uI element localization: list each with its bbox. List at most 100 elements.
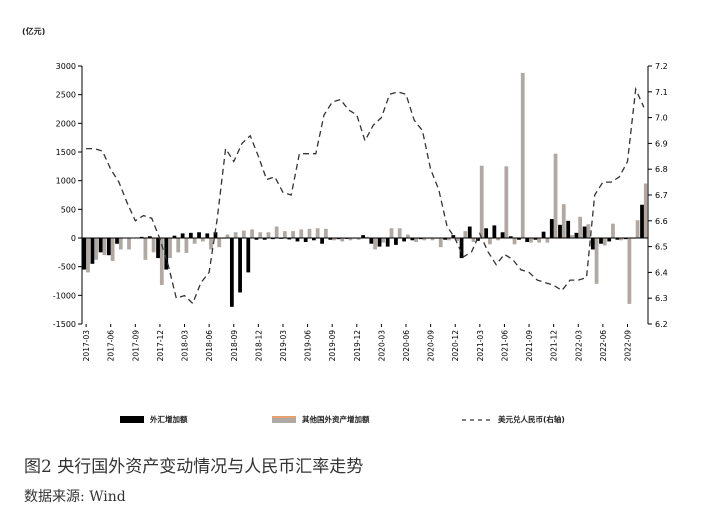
right-tick-label: 7.2 xyxy=(655,62,668,71)
bar-fx xyxy=(484,228,489,238)
bar-other-assets xyxy=(488,238,492,245)
legend-swatch-rate xyxy=(462,418,492,421)
bar-other-assets xyxy=(447,238,451,241)
bar-fx xyxy=(180,233,185,238)
left-tick-label: -500 xyxy=(58,263,76,272)
right-tick-label: 6.5 xyxy=(655,243,668,252)
bar-other-assets xyxy=(619,238,624,241)
x-tick-label: 2019-03 xyxy=(279,330,288,362)
bar-other-assets xyxy=(323,228,328,238)
bar-other-assets xyxy=(397,228,402,238)
left-tick-label: 3000 xyxy=(56,62,76,71)
left-tick-label: 2500 xyxy=(56,91,76,100)
bar-fx xyxy=(451,235,456,238)
right-tick-label: 6.7 xyxy=(655,191,668,200)
bar-other-assets xyxy=(414,238,418,243)
right-tick-label: 6.9 xyxy=(655,139,668,148)
bar-fx xyxy=(90,238,95,264)
bar-fx xyxy=(246,238,251,273)
bar-fx xyxy=(574,232,579,238)
x-tick-label: 2021-09 xyxy=(525,330,534,362)
bar-fx xyxy=(459,238,464,259)
bar-other-assets xyxy=(611,223,615,238)
bar-other-assets xyxy=(463,231,468,238)
bar-other-assets xyxy=(578,216,583,238)
x-tick-label: 2020-06 xyxy=(402,330,411,362)
bar-fx xyxy=(418,238,423,240)
bar-fx xyxy=(394,238,398,245)
bar-fx xyxy=(541,231,546,238)
bar-other-assets xyxy=(241,230,246,238)
bar-fx xyxy=(312,238,316,241)
bar-fx xyxy=(443,238,448,240)
bar-fx xyxy=(410,238,415,241)
x-tick-label: 2020-12 xyxy=(451,330,460,362)
bar-fx xyxy=(361,235,365,238)
x-tick-label: 2022-09 xyxy=(623,330,632,362)
bar-other-assets xyxy=(365,236,369,238)
bar-fx xyxy=(615,238,620,240)
bar-fx xyxy=(336,238,341,240)
bar-other-assets xyxy=(168,238,172,259)
bar-fx xyxy=(500,232,505,238)
bar-fx xyxy=(197,232,201,238)
bar-other-assets xyxy=(627,238,632,304)
bar-other-assets xyxy=(512,238,517,245)
bar-fx xyxy=(377,238,382,247)
x-tick-label: 2019-12 xyxy=(353,330,362,362)
bar-other-assets xyxy=(315,228,320,238)
bar-other-assets xyxy=(340,238,345,242)
bar-other-assets xyxy=(594,238,599,284)
bar-fx xyxy=(98,238,103,253)
bar-other-assets xyxy=(455,238,460,241)
right-tick-label: 6.4 xyxy=(655,268,668,277)
bar-fx xyxy=(566,220,571,238)
left-tick-label: 500 xyxy=(61,205,76,214)
bar-fx xyxy=(213,232,218,238)
bar-other-assets xyxy=(381,238,386,243)
bar-other-assets xyxy=(537,238,542,243)
bar-other-assets xyxy=(209,238,213,250)
bar-other-assets xyxy=(291,231,295,238)
legend-swatch-other xyxy=(272,416,296,423)
exchange-rate-line xyxy=(86,86,645,305)
bar-other-assets xyxy=(274,226,279,238)
data-source: 数据来源: Wind xyxy=(24,489,126,505)
bar-fx xyxy=(517,238,521,240)
bar-other-assets xyxy=(561,204,566,238)
bar-fx xyxy=(582,226,587,238)
bar-fx xyxy=(558,224,562,238)
bar-fx xyxy=(270,238,275,240)
right-tick-label: 6.8 xyxy=(655,165,668,174)
x-tick-label: 2021-03 xyxy=(476,330,485,362)
bar-fx xyxy=(467,226,472,238)
bar-other-assets xyxy=(471,238,476,243)
bar-other-assets xyxy=(225,234,230,238)
bar-fx xyxy=(254,238,259,240)
bar-other-assets xyxy=(151,238,156,253)
bar-other-assets xyxy=(602,238,607,246)
bar-other-assets xyxy=(520,72,525,238)
legend-label-other: 其他国外资产增加额 xyxy=(302,415,370,424)
bar-other-assets xyxy=(356,238,361,240)
x-tick-label: 2022-03 xyxy=(574,330,583,362)
x-tick-label: 2018-03 xyxy=(181,330,190,362)
x-tick-label: 2020-03 xyxy=(377,330,386,362)
y-axis-unit-label: (亿元) xyxy=(22,27,46,36)
bar-other-assets xyxy=(86,238,90,273)
bar-fx xyxy=(533,238,538,240)
bar-other-assets xyxy=(118,238,123,250)
right-tick-label: 6.2 xyxy=(655,320,668,329)
legend-item-fx: 外汇增加额 xyxy=(120,414,188,425)
left-tick-label: 2000 xyxy=(56,119,76,128)
legend-item-other: 其他国外资产增加额 xyxy=(272,414,370,425)
bar-other-assets xyxy=(233,232,238,238)
bar-other-assets xyxy=(94,238,99,260)
x-tick-label: 2019-06 xyxy=(304,330,313,362)
bar-fx xyxy=(508,236,513,238)
bar-other-assets xyxy=(430,238,435,241)
x-tick-label: 2017-06 xyxy=(107,330,116,362)
bar-fx xyxy=(590,238,595,250)
plot-area: -1500 -1000 -500 0 500 1000 1500 2000 2500 3000 6.… xyxy=(53,62,668,361)
bar-other-assets xyxy=(307,228,312,238)
